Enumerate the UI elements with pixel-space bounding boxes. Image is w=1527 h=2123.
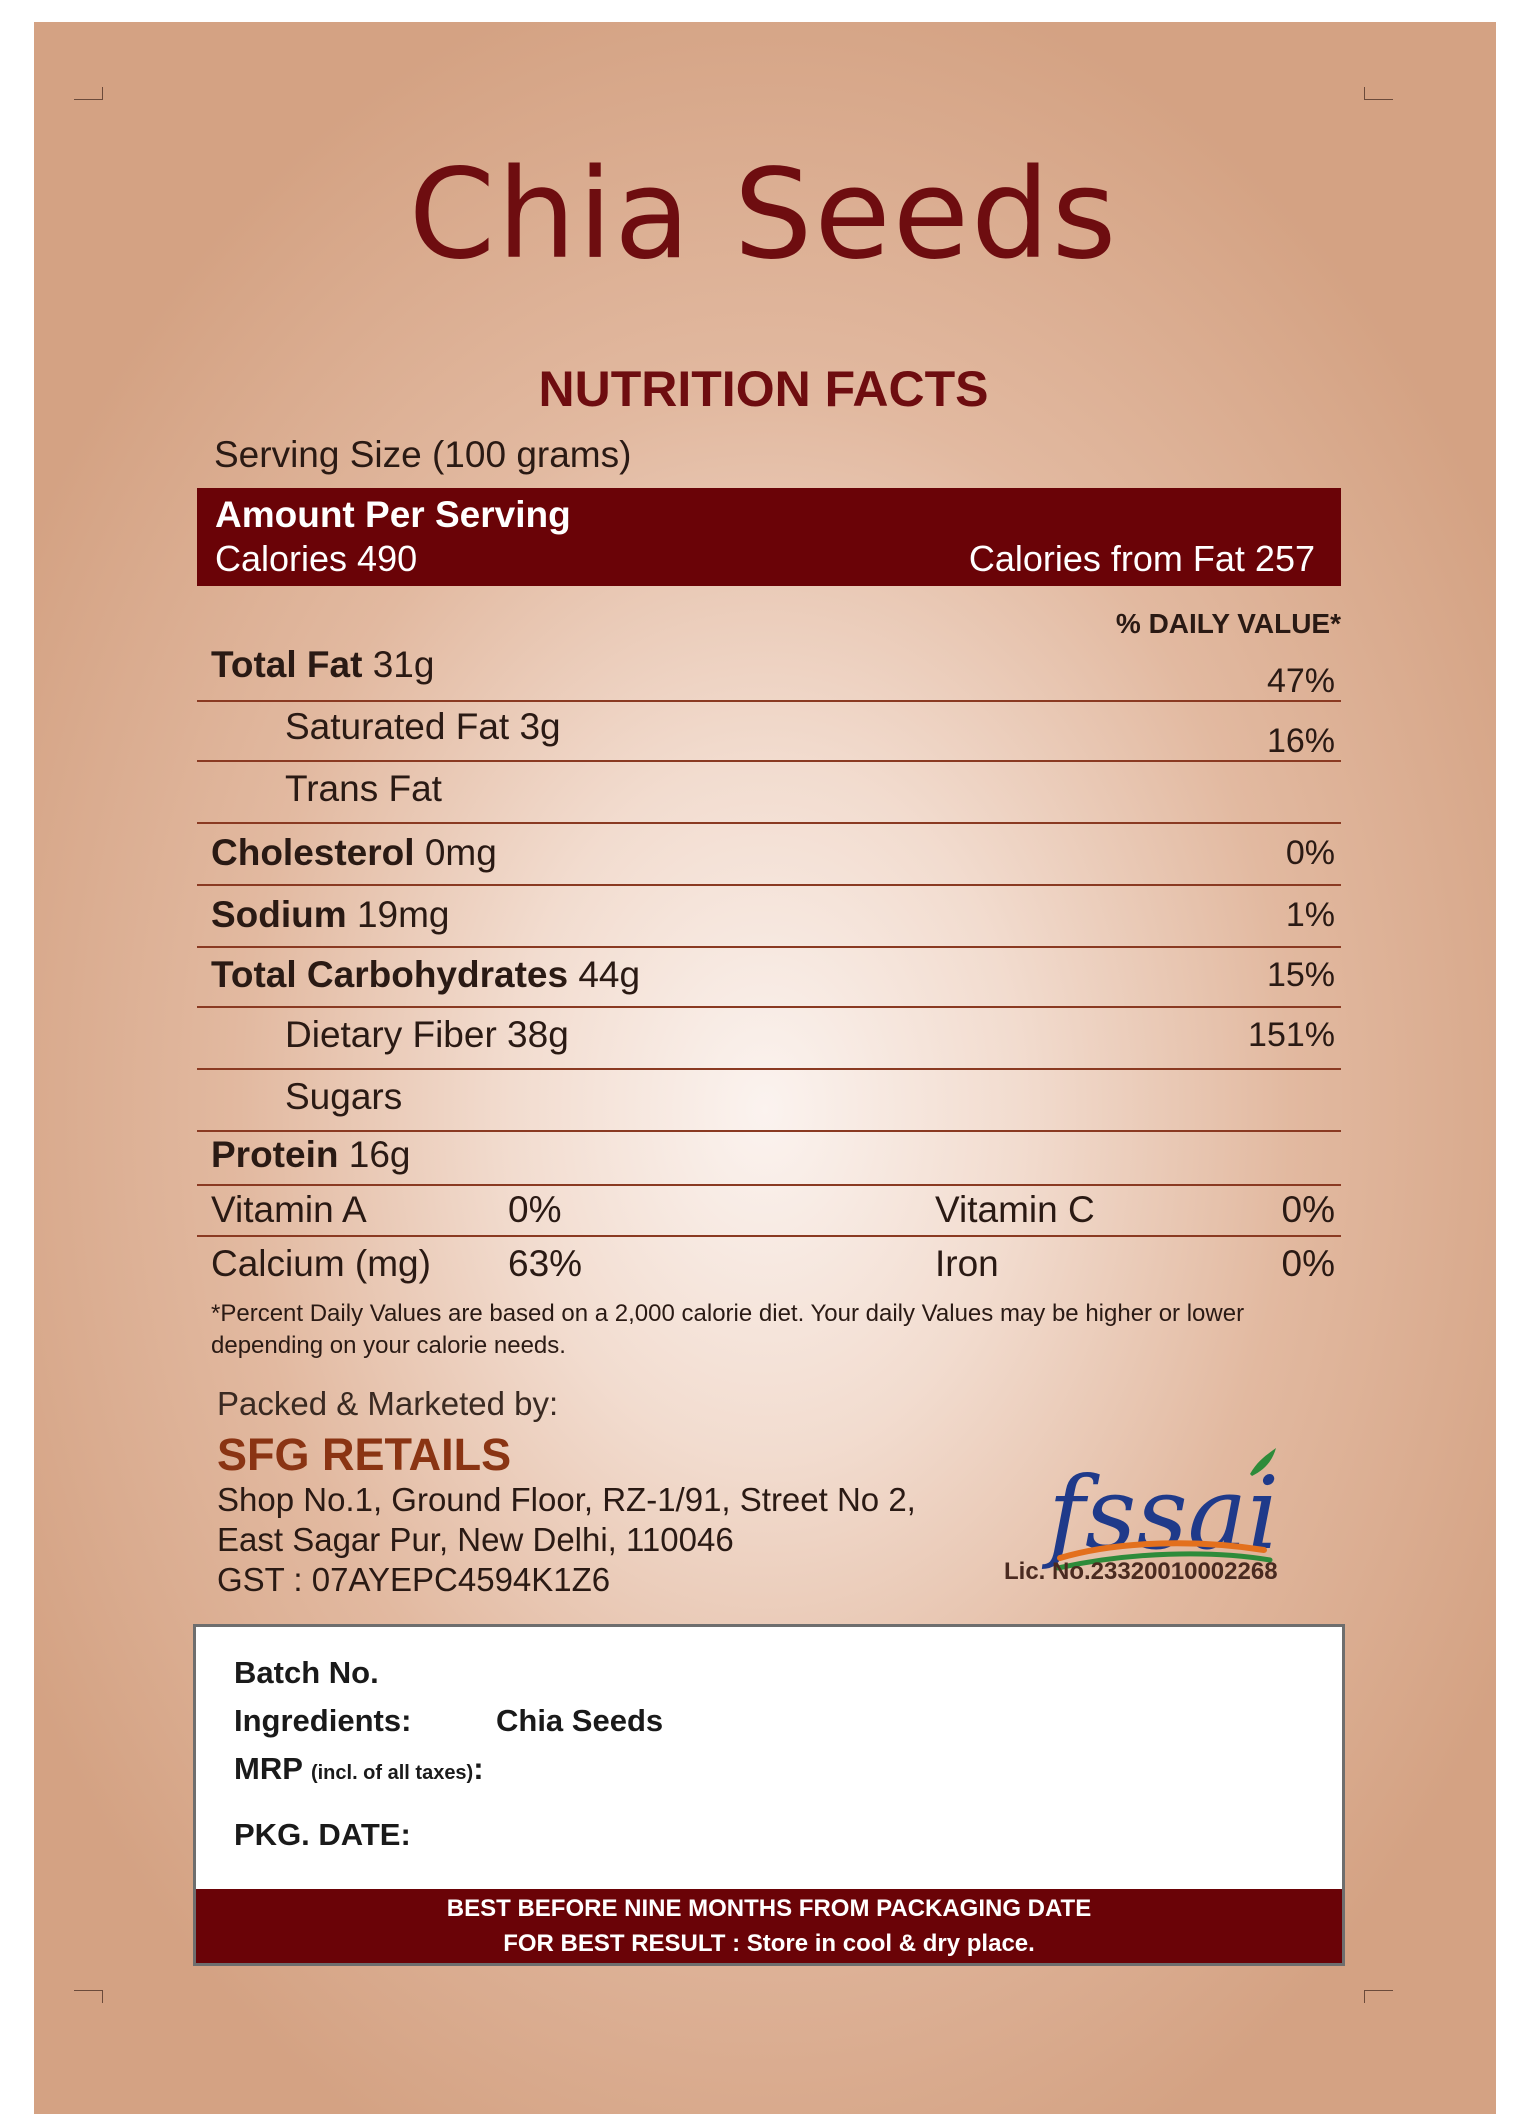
daily-value-footnote: *Percent Daily Values are based on a 2,0… [211, 1300, 1245, 1359]
company-name: SFG RETAILS [217, 1429, 512, 1480]
nutrient-row-cholesterol: Cholesterol 0mg 0% [197, 824, 1341, 886]
nutrient-percent: 15% [1266, 956, 1335, 994]
iron-label: Iron [935, 1243, 999, 1284]
address-line-1: Shop No.1, Ground Floor, RZ-1/91, Street… [217, 1481, 916, 1518]
vitamin-c-label: Vitamin C [935, 1189, 1095, 1230]
pkg-date-label: PKG. DATE: [234, 1817, 411, 1852]
nutrient-name: Total Fat 31g [211, 644, 435, 685]
nutrient-name: Protein 16g [211, 1134, 411, 1175]
storage-text: FOR BEST RESULT : Store in cool & dry pl… [503, 1930, 1035, 1957]
nutrient-row-saturated-fat: Saturated Fat 3g 16% [197, 702, 1341, 762]
batch-info-box: Batch No. Ingredients: Chia Seeds MRP (i… [193, 1624, 1345, 1966]
nutrient-name: Total Carbohydrates 44g [211, 954, 641, 995]
serving-size: Serving Size (100 grams) [214, 434, 632, 475]
nutrient-name: Dietary Fiber 38g [285, 1014, 569, 1055]
nutrient-name: Sugars [285, 1076, 403, 1117]
nutrient-row-sodium: Sodium 19mg 1% [197, 886, 1341, 948]
storage-band: BEST BEFORE NINE MONTHS FROM PACKAGING D… [196, 1889, 1342, 1963]
ingredients-value: Chia Seeds [496, 1703, 664, 1738]
packed-by-label: Packed & Marketed by: [217, 1385, 559, 1422]
crop-mark-top-left [74, 87, 103, 100]
amount-per-serving-bar: Amount Per Serving Calories 490 Calories… [197, 488, 1341, 586]
best-before-text: BEST BEFORE NINE MONTHS FROM PACKAGING D… [446, 1895, 1092, 1922]
iron-value: 0% [1281, 1243, 1335, 1284]
nutrient-row-total-carbohydrates: Total Carbohydrates 44g 15% [197, 948, 1341, 1008]
nutrient-percent: 1% [1285, 896, 1335, 934]
crop-mark-bottom-right [1364, 1990, 1393, 2003]
nutrient-row-sugars: Sugars [197, 1070, 1341, 1132]
vitamin-divider [197, 1235, 1341, 1237]
nutrient-row-total-fat: Total Fat 31g 47% [197, 640, 1341, 702]
product-title: Chia Seeds [408, 143, 1119, 287]
gst-number: GST : 07AYEPC4594K1Z6 [217, 1561, 611, 1598]
vitamin-a-value: 0% [508, 1189, 562, 1230]
calcium-label: Calcium (mg) [211, 1243, 431, 1284]
vitamin-c-value: 0% [1281, 1189, 1335, 1230]
crop-mark-bottom-left [74, 1990, 103, 2003]
nutrient-row-protein: Protein 16g [197, 1132, 1341, 1186]
calories-from-fat: Calories from Fat 257 [968, 538, 1315, 579]
nutrient-name: Sodium 19mg [211, 894, 450, 935]
nutrient-name: Cholesterol 0mg [211, 832, 497, 873]
nutrient-percent: 0% [1285, 834, 1335, 872]
address-line-2: East Sagar Pur, New Delhi, 110046 [217, 1521, 734, 1558]
nutrient-row-trans-fat: Trans Fat [197, 762, 1341, 824]
mrp-label: MRP (incl. of all taxes): [234, 1751, 484, 1786]
nutrient-percent: 151% [1248, 1016, 1335, 1054]
fssai-logo: fssai [1041, 1448, 1279, 1572]
nutrient-row-dietary-fiber: Dietary Fiber 38g 151% [197, 1008, 1341, 1070]
daily-value-header: % DAILY VALUE* [1115, 608, 1341, 639]
vitamin-a-label: Vitamin A [211, 1189, 367, 1230]
amount-per-serving-label: Amount Per Serving [215, 494, 571, 535]
calories: Calories 490 [215, 538, 418, 579]
crop-mark-top-right [1364, 87, 1393, 100]
calcium-value: 63% [508, 1243, 583, 1284]
nutrient-percent: 16% [1266, 722, 1335, 760]
nutrient-percent: 47% [1266, 662, 1335, 700]
nutrient-name: Trans Fat [285, 768, 442, 809]
batch-label: Batch No. [234, 1655, 379, 1690]
ingredients-label: Ingredients: [234, 1703, 412, 1738]
nutrition-facts-heading: NUTRITION FACTS [538, 361, 989, 417]
fssai-license-number: Lic. No.23320010002268 [1004, 1558, 1278, 1585]
nutrient-name: Saturated Fat 3g [285, 706, 561, 747]
mrp-tax-note: (incl. of all taxes) [310, 1762, 474, 1784]
